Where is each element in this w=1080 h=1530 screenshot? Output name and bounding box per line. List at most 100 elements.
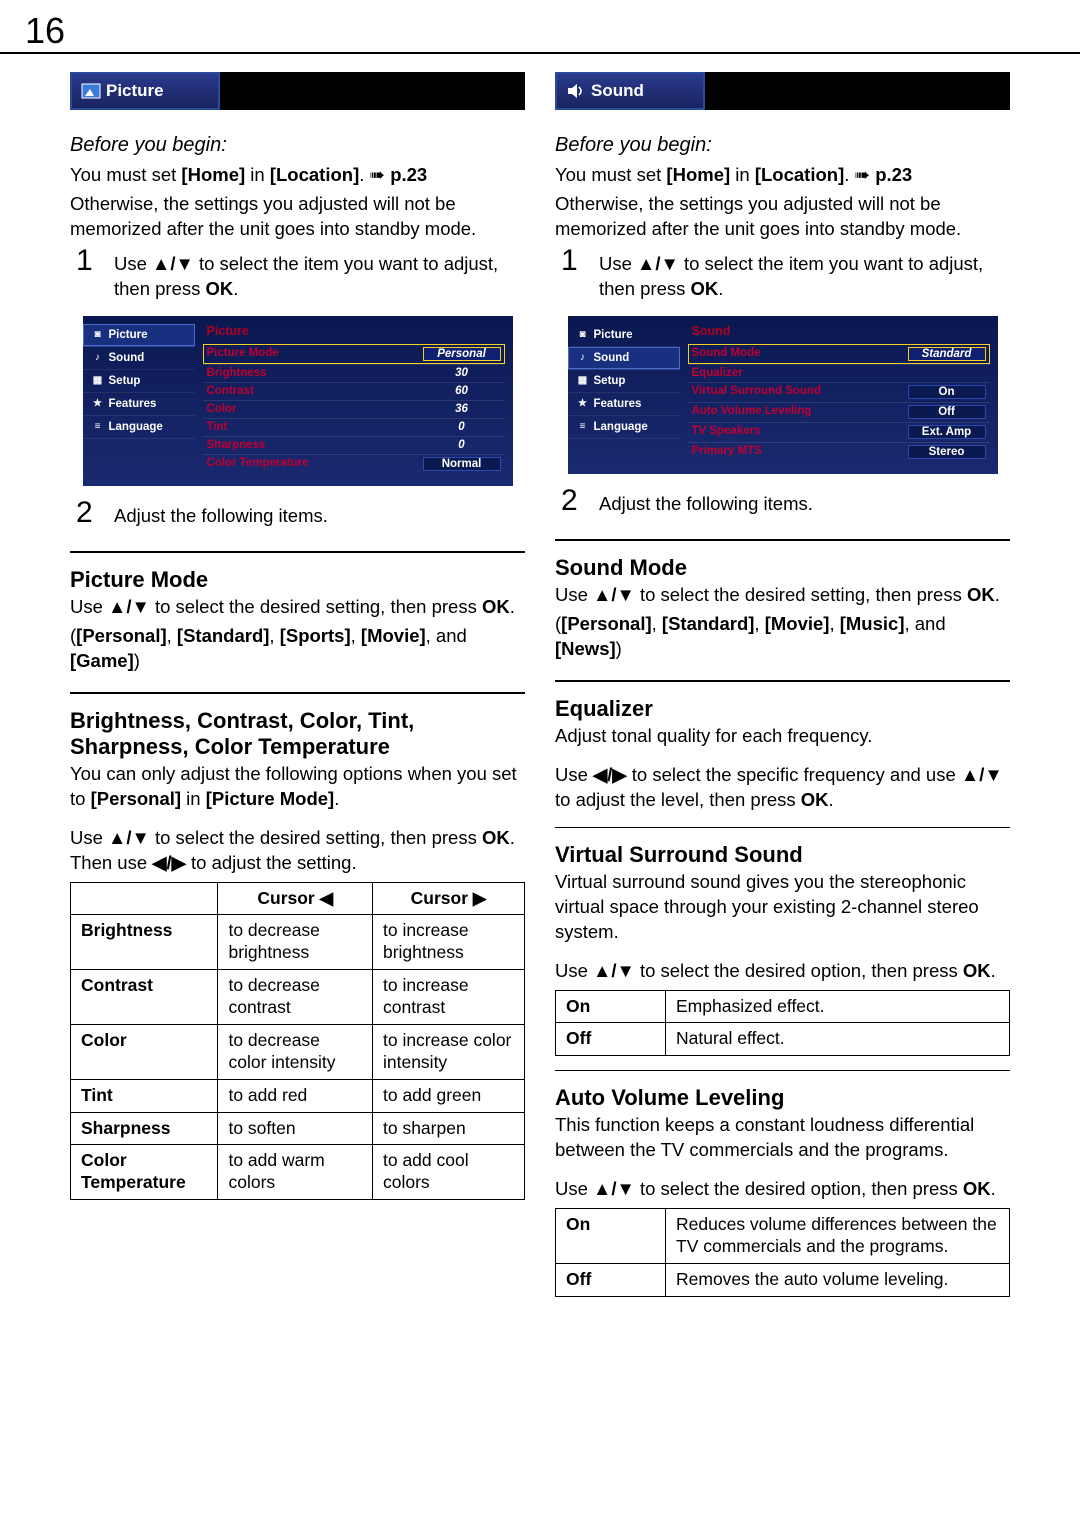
vss-table: OnEmphasized effect.OffNatural effect. — [555, 990, 1010, 1057]
osd-row: TV SpeakersExt. Amp — [688, 422, 990, 442]
osd-nav-item: ▦ Setup — [83, 370, 195, 393]
osd-nav-label: Setup — [594, 375, 626, 387]
table-header — [71, 882, 218, 915]
sound-tab: Sound — [555, 72, 705, 110]
cell: to sharpen — [372, 1112, 524, 1145]
osd-key: Brightness — [207, 367, 423, 379]
cell: Brightness — [71, 915, 218, 970]
cell: to increase contrast — [372, 970, 524, 1025]
osd-value: Normal — [423, 457, 501, 471]
cell: to decrease brightness — [218, 915, 373, 970]
osd-nav-item: ▦Setup — [568, 370, 680, 393]
osd-key: Contrast — [207, 385, 423, 397]
step-2: 2 Adjust the following items. — [76, 498, 525, 533]
step-2-text: Adjust the following items. — [599, 492, 1010, 517]
picture-tab-label: Picture — [106, 81, 164, 101]
osd-row: Tint0 — [203, 418, 505, 436]
avl-table: OnReduces volume differences between the… — [555, 1208, 1010, 1297]
otherwise-text: Otherwise, the settings you adjusted wil… — [70, 192, 525, 242]
cell: Color Temperature — [71, 1145, 218, 1200]
osd-nav-icon: ▦ — [91, 375, 105, 386]
osd-nav-item: ♪Sound — [83, 347, 195, 370]
cell: to decrease contrast — [218, 970, 373, 1025]
cell: Contrast — [71, 970, 218, 1025]
before-you-begin: Before you begin: — [555, 132, 1010, 159]
before-you-begin: Before you begin: — [70, 132, 525, 159]
osd-key: Virtual Surround Sound — [692, 385, 908, 399]
osd-row: Sharpness0 — [203, 436, 505, 454]
osd-title: Sound — [688, 322, 990, 344]
step-2: 2 Adjust the following items. — [561, 486, 1010, 521]
cell: Off — [556, 1023, 666, 1056]
osd-nav-icon: ★ — [91, 398, 105, 409]
osd-nav-label: Language — [109, 421, 163, 433]
osd-nav-label: Sound — [109, 352, 145, 364]
divider — [555, 827, 1010, 828]
step-number: 2 — [76, 498, 98, 533]
osd-row: Primary MTSStereo — [688, 442, 990, 462]
table-row: OffRemoves the auto volume leveling. — [556, 1263, 1010, 1296]
osd-row: Auto Volume LevelingOff — [688, 402, 990, 422]
divider — [70, 551, 525, 553]
osd-nav-item: ♪Sound — [568, 347, 680, 370]
osd-value: Personal — [423, 347, 501, 361]
osd-row: Equalizer — [688, 364, 990, 382]
osd-value: 30 — [423, 367, 501, 379]
vss-heading: Virtual Surround Sound — [555, 842, 1010, 868]
picture-mode-heading: Picture Mode — [70, 567, 525, 593]
picture-tab-bar: Picture — [70, 72, 525, 110]
osd-row: Brightness30 — [203, 364, 505, 382]
cell: to decrease color intensity — [218, 1024, 373, 1079]
arrow-icon: ➠ — [855, 164, 876, 185]
osd-nav-icon: ≡ — [576, 421, 590, 432]
osd-nav-icon: ◙ — [91, 329, 105, 340]
osd-row: Virtual Surround SoundOn — [688, 382, 990, 402]
osd-key: Primary MTS — [692, 445, 908, 459]
osd-key: Equalizer — [692, 367, 908, 379]
osd-nav-label: Features — [594, 398, 642, 410]
osd-key: TV Speakers — [692, 425, 908, 439]
osd-nav-icon: ★ — [576, 398, 590, 409]
picture-tab: Picture — [70, 72, 220, 110]
tab-filler — [705, 72, 1010, 110]
adjustments-heading: Brightness, Contrast, Color, Tint, Sharp… — [70, 708, 525, 760]
osd-value: Stereo — [908, 445, 986, 459]
table-row: OnReduces volume differences between the… — [556, 1209, 1010, 1264]
sound-mode-options: ([Personal], [Standard], [Movie], [Music… — [555, 612, 1010, 662]
osd-value — [908, 367, 986, 379]
osd-key: Tint — [207, 421, 423, 433]
osd-value: Off — [908, 405, 986, 419]
table-row: Contrastto decrease contrastto increase … — [71, 970, 525, 1025]
avl-text-1: This function keeps a constant loudness … — [555, 1113, 1010, 1163]
cell: to add cool colors — [372, 1145, 524, 1200]
osd-nav-label: Language — [594, 421, 648, 433]
home-setting-line: You must set [Home] in [Location]. ➠ p.2… — [555, 163, 1010, 188]
picture-icon — [80, 82, 102, 100]
cell: to increase color intensity — [372, 1024, 524, 1079]
osd-nav-label: Features — [109, 398, 157, 410]
step-1-text: Use ▲/▼ to select the item you want to a… — [599, 252, 1010, 302]
osd-value: On — [908, 385, 986, 399]
picture-mode-options: ([Personal], [Standard], [Sports], [Movi… — [70, 624, 525, 674]
step-1: 1 Use ▲/▼ to select the item you want to… — [76, 246, 525, 306]
osd-nav-icon: ≡ — [91, 421, 105, 432]
table-row: Sharpnessto softento sharpen — [71, 1112, 525, 1145]
osd-key: Color Temperature — [207, 457, 423, 471]
osd-nav-item: ◙Picture — [83, 324, 195, 347]
divider — [555, 539, 1010, 541]
cell: Emphasized effect. — [666, 990, 1010, 1023]
osd-row: Picture ModePersonal — [203, 344, 505, 364]
adjustments-instruction: Use ▲/▼ to select the desired setting, t… — [70, 826, 525, 876]
osd-value: 0 — [423, 439, 501, 451]
table-row: Color Temperatureto add warm colorsto ad… — [71, 1145, 525, 1200]
osd-key: Sharpness — [207, 439, 423, 451]
sound-icon — [565, 82, 587, 100]
cell: Off — [556, 1263, 666, 1296]
cell: to add warm colors — [218, 1145, 373, 1200]
osd-value: Ext. Amp — [908, 425, 986, 439]
cell: Sharpness — [71, 1112, 218, 1145]
osd-nav-label: Setup — [109, 375, 141, 387]
osd-value: Standard — [908, 347, 986, 361]
osd-title: Picture — [203, 322, 505, 344]
cell: Tint — [71, 1079, 218, 1112]
